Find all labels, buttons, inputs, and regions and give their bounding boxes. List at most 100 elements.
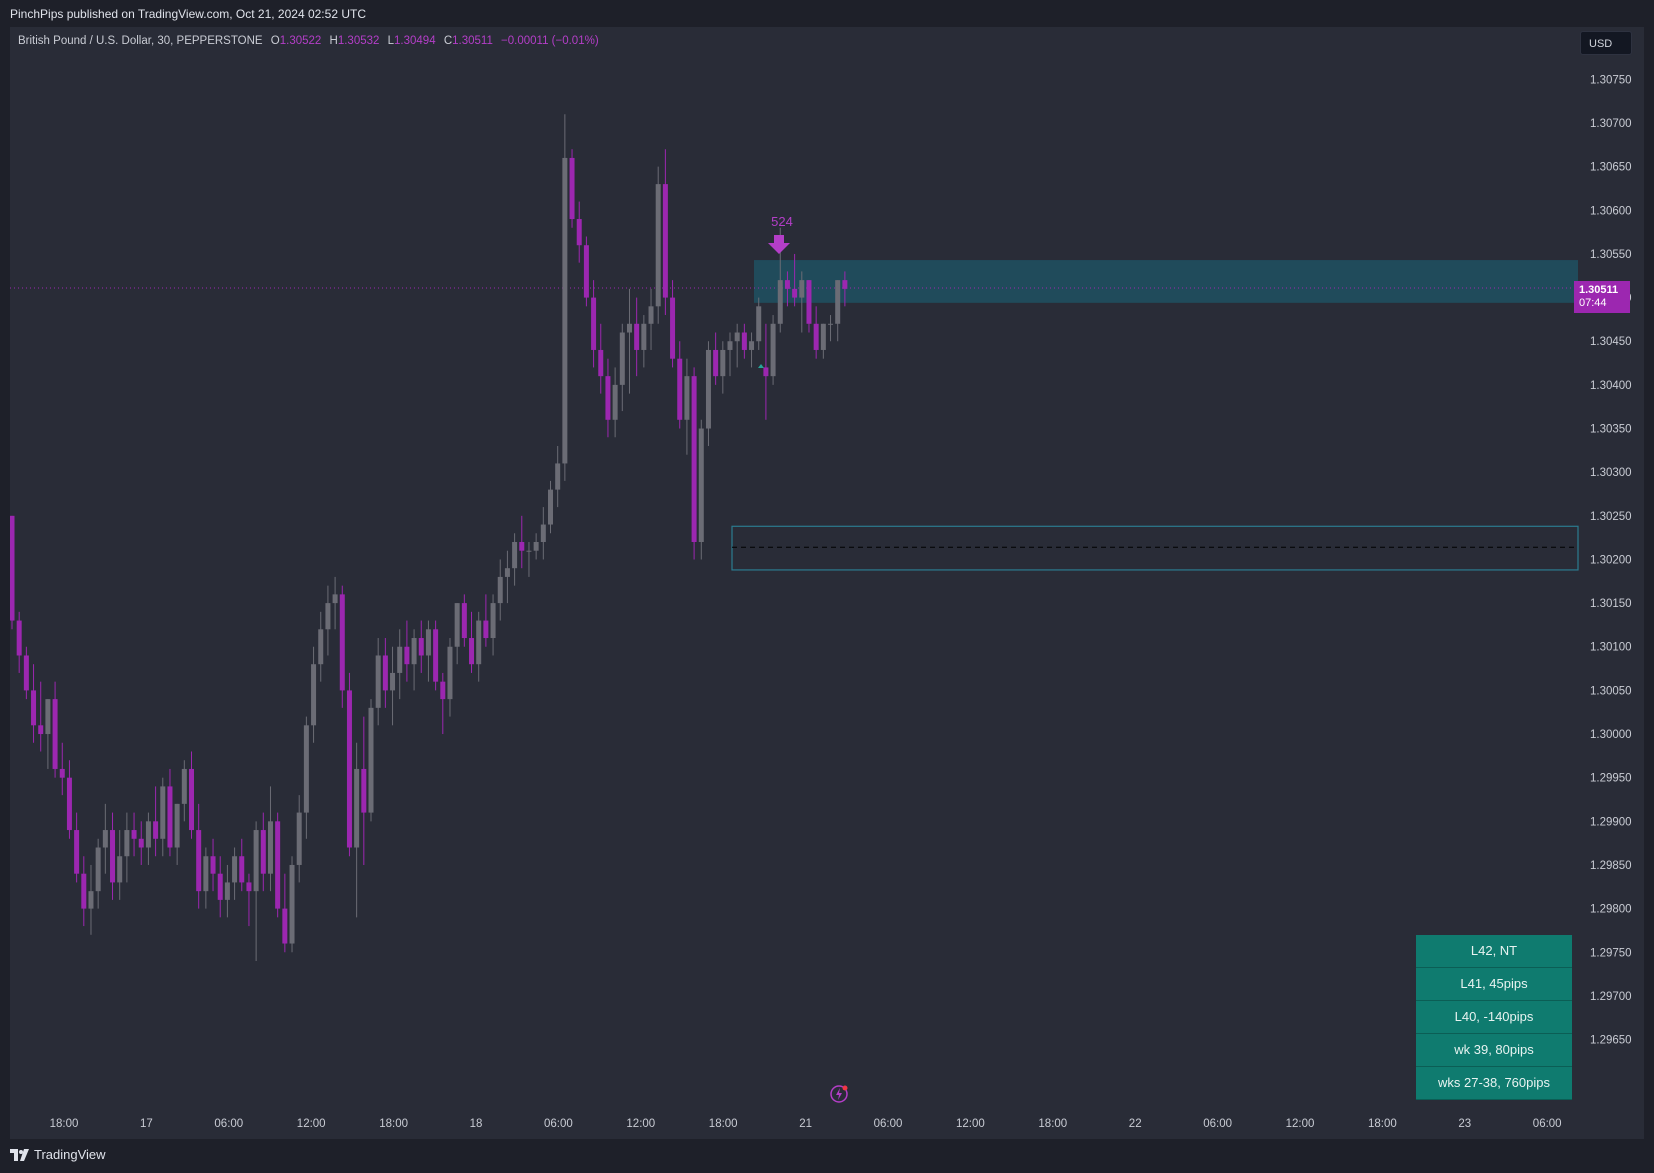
candle-body [153,821,159,839]
candle [282,873,288,953]
candle [88,864,94,935]
candle-body [655,184,661,307]
low-value: 1.30494 [394,35,436,47]
candle [131,812,137,857]
candle-body [741,332,747,350]
candle-body [698,428,704,542]
candle-body [684,376,690,420]
price-tick-label: 1.29650 [1590,1035,1632,1047]
candle [31,664,37,743]
candle-body [110,830,116,883]
candle [260,812,266,892]
stats-table: L42, NT L41, 45pips L40, -140pips wk 39,… [1416,935,1572,1100]
chart-panel[interactable]: 1.30750 1.30700 1.30650 1.30600 1.30550 1.305… [10,27,1644,1139]
candle-body [66,777,72,831]
candle [102,803,108,874]
candle-body [490,603,496,639]
candle-body [454,603,460,647]
flash-icon[interactable] [830,1085,848,1103]
candle [705,341,711,446]
candle [311,646,317,743]
ohlc-legend: British Pound / U.S. Dollar, 30, PEPPERS… [18,35,599,47]
demand-zone [731,525,1579,571]
candle-body [648,306,654,324]
candle-body [181,768,187,804]
candle [476,611,482,682]
candle [598,323,604,394]
candle [339,585,345,708]
candle-body [519,542,525,551]
time-tick-label: 06:00 [1533,1118,1562,1130]
candle [619,323,625,412]
candle [684,358,690,455]
candle [181,760,187,822]
candle-body [440,681,446,700]
candle-body [10,515,15,621]
time-tick-label: 22 [1129,1118,1142,1130]
candle [124,812,130,883]
candle-body [354,768,360,848]
candle [174,803,180,865]
candle-body [497,576,503,604]
candle-body [720,349,726,377]
close-value: 1.30511 [452,35,493,47]
price-tick-label: 1.30600 [1590,205,1632,217]
candle-body [203,856,209,892]
candle [763,323,769,420]
candle [16,611,22,673]
candle [770,315,776,385]
candle-body [16,620,22,656]
candle [749,332,755,368]
candle [555,445,561,508]
last-price-tag: 1.30511 07:44 [1574,281,1630,313]
candle [820,323,826,359]
candle [662,149,668,316]
candle [698,419,704,560]
candle [153,786,159,857]
candle [361,716,367,865]
candle [224,864,230,918]
time-tick-label: 12:00 [297,1118,326,1130]
candle [232,847,238,900]
candle-body [375,655,381,708]
candle-body [512,542,518,569]
candle-body [289,864,295,944]
candle-body [189,768,194,831]
price-tick-label: 1.30050 [1590,685,1632,697]
stats-row-1: L42, NT [1416,935,1572,968]
price-tick-label: 1.30550 [1590,249,1632,261]
candle-body [253,830,259,892]
high-value: 1.30532 [337,35,380,47]
candle [368,699,374,822]
candle [756,297,762,350]
price-tick-label: 1.30250 [1590,511,1632,523]
candle [512,533,518,586]
candle-body [267,821,273,874]
candle [792,253,798,307]
supply-zone [754,260,1578,303]
candle-body [404,646,410,665]
candle-body [483,620,489,639]
price-tick-label: 1.30000 [1590,729,1632,741]
candle [447,638,453,717]
candle [691,367,697,560]
candle [289,856,295,953]
currency-button[interactable]: USD [1580,31,1632,55]
candle-body [813,323,819,350]
symbol-title: British Pound / U.S. Dollar, 30, PEPPERS… [18,35,263,47]
candle-body [598,349,604,377]
time-tick-label: 18:00 [379,1118,408,1130]
candle [433,620,439,691]
candle-body [368,707,374,813]
footer-brand[interactable]: TradingView [10,1147,106,1162]
price-chart[interactable]: 1.30750 1.30700 1.30650 1.30600 1.30550 1.305… [10,27,1644,1139]
high-label: H [329,35,338,47]
time-tick-label: 21 [799,1118,812,1130]
candle [296,795,302,883]
candle [275,812,281,918]
buy-marker-icon [758,364,764,368]
candle-body [476,620,482,665]
candle [454,603,460,665]
candle [648,288,654,350]
time-tick-label: 06:00 [544,1118,573,1130]
